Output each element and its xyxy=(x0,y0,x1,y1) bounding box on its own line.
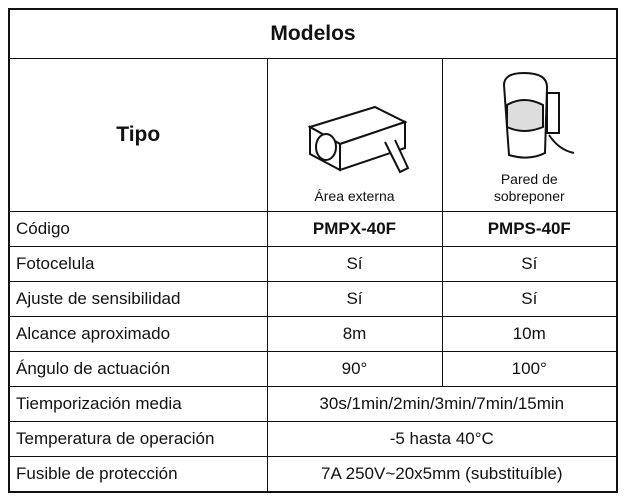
row-value: 8m xyxy=(266,316,443,352)
table-row: Tiemporización media 30s/1min/2min/3min/7… xyxy=(8,386,618,422)
row-label: Fotocelula xyxy=(8,246,268,282)
row-label: Fusible de protección xyxy=(8,456,268,493)
model-name: Área externa xyxy=(314,188,395,204)
row-label: Alcance aproximado xyxy=(8,316,268,352)
row-value: 90° xyxy=(266,351,443,387)
table-title: Modelos xyxy=(8,8,618,59)
model-name: Pared de sobreponer xyxy=(493,171,565,204)
row-value: Sí xyxy=(441,246,618,282)
row-value: Sí xyxy=(266,281,443,317)
row-value: Sí xyxy=(266,246,443,282)
wall-sensor-icon xyxy=(503,71,575,159)
row-value: -5 hasta 40°C xyxy=(266,421,618,457)
table-row: Código PMPX-40F PMPS-40F xyxy=(8,211,618,247)
row-value: 10m xyxy=(441,316,618,352)
row-value: Sí xyxy=(441,281,618,317)
row-value: PMPX-40F xyxy=(266,211,443,247)
table-row: Alcance aproximado 8m 10m xyxy=(8,316,618,352)
table-row: Fotocelula Sí Sí xyxy=(8,246,618,282)
table-row: Temperatura de operación -5 hasta 40°C xyxy=(8,421,618,457)
outdoor-sensor-icon xyxy=(306,105,409,174)
title-row: Modelos xyxy=(8,8,618,59)
row-value: 30s/1min/2min/3min/7min/15min xyxy=(266,386,618,422)
row-label: Tiemporización media xyxy=(8,386,268,422)
model-cell: Pared de sobreponer xyxy=(441,58,618,212)
row-label: Código xyxy=(8,211,268,247)
row-label: Temperatura de operación xyxy=(8,421,268,457)
table-row: Fusible de protección 7A 250V~20x5mm (sub… xyxy=(8,456,618,493)
row-label: Ajuste de sensibilidad xyxy=(8,281,268,317)
type-row: Tipo Área externa xyxy=(8,58,618,212)
row-value: 100° xyxy=(441,351,618,387)
model-cell: Área externa xyxy=(266,58,443,212)
row-value: PMPS-40F xyxy=(441,211,618,247)
type-label: Tipo xyxy=(8,58,268,212)
table-row: Ajuste de sensibilidad Sí Sí xyxy=(8,281,618,317)
table-row: Ángulo de actuación 90° 100° xyxy=(8,351,618,387)
row-value: 7A 250V~20x5mm (substituíble) xyxy=(266,456,618,493)
table-body: Modelos Tipo Área externa xyxy=(8,8,618,493)
row-label: Ángulo de actuación xyxy=(8,351,268,387)
models-table: Modelos Tipo Área externa xyxy=(8,8,619,493)
